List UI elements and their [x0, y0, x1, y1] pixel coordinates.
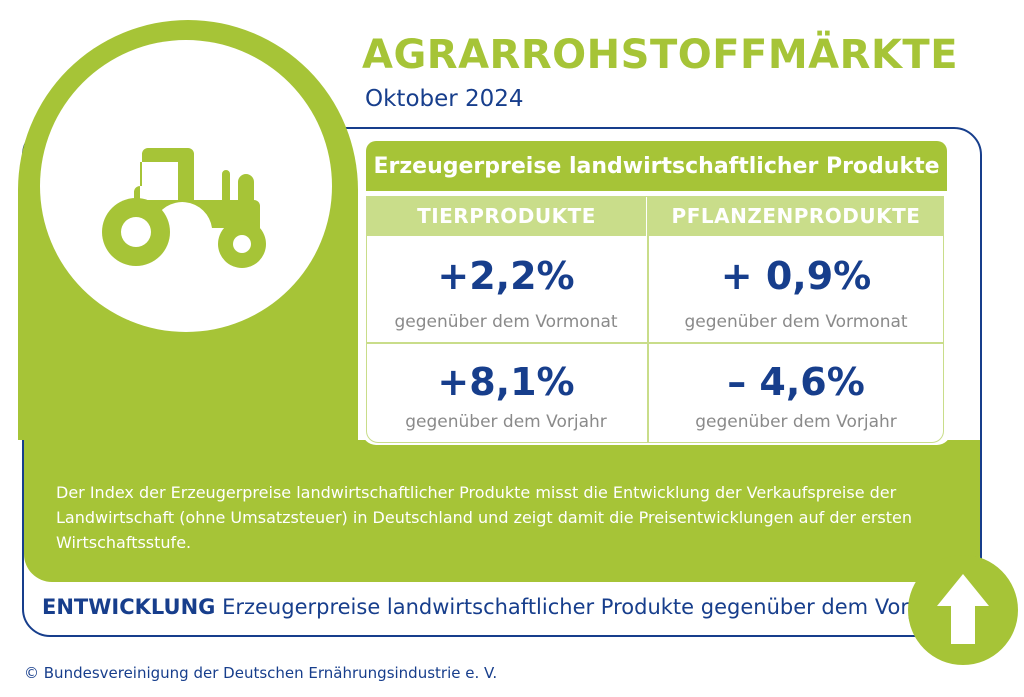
value-pflanzen-vormonat: + 0,9% [720, 254, 872, 298]
page-subtitle: Oktober 2024 [365, 86, 524, 112]
table-divider-vertical [647, 196, 649, 443]
label-pflanzen-vorjahr: gegenüber dem Vorjahr [695, 412, 897, 432]
label-tier-vorjahr: gegenüber dem Vorjahr [405, 412, 607, 432]
column-header-tierprodukte: TIERPRODUKTE [367, 196, 646, 236]
trend-line: ENTWICKLUNG Erzeugerpreise landwirtschaf… [42, 595, 956, 619]
value-pflanzen-vorjahr: – 4,6% [727, 360, 865, 404]
trend-label-bold: ENTWICKLUNG [42, 595, 216, 619]
label-pflanzen-vormonat: gegenüber dem Vormonat [684, 312, 908, 332]
panel-title: Erzeugerpreise landwirtschaftlicher Prod… [366, 141, 947, 191]
copyright-notice: © Bundesvereinigung der Deutschen Ernähr… [24, 664, 498, 682]
green-shape-bottom [24, 440, 980, 582]
description-text: Der Index der Erzeugerpreise landwirtsch… [56, 483, 913, 552]
value-tier-vormonat: +2,2% [437, 254, 575, 298]
arrow-up-icon [937, 574, 989, 644]
value-tier-vorjahr: +8,1% [437, 360, 575, 404]
trend-label-text: Erzeugerpreise landwirtschaftlicher Prod… [215, 595, 957, 619]
label-tier-vormonat: gegenüber dem Vormonat [394, 312, 618, 332]
table-divider-horizontal [366, 342, 944, 344]
page-title: AGRARROHSTOFFMÄRKTE [362, 32, 959, 78]
column-header-pflanzenprodukte: PFLANZENPRODUKTE [649, 196, 943, 236]
tractor-icon [102, 148, 266, 268]
